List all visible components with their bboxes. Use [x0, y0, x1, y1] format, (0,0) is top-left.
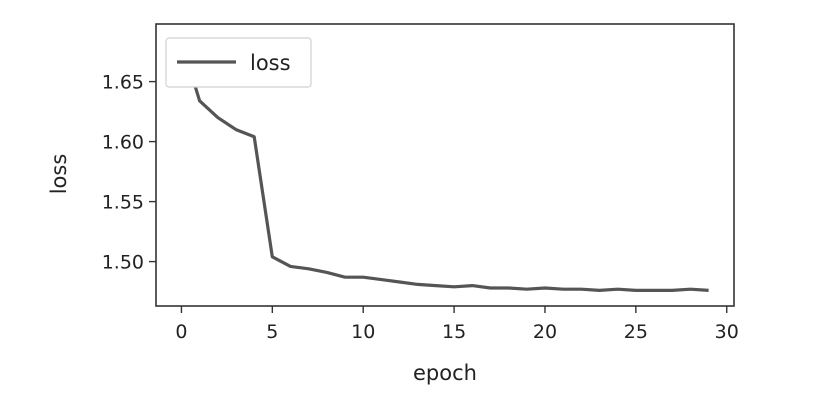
x-tick-label: 10	[351, 321, 375, 343]
x-axis-label: epoch	[413, 361, 477, 385]
legend: loss	[165, 37, 312, 88]
x-tick-label: 0	[175, 321, 187, 343]
y-tick-label: 1.65	[102, 72, 144, 94]
y-tick-label: 1.55	[102, 192, 144, 214]
x-tick-label: 5	[266, 321, 278, 343]
x-tick-label: 15	[442, 321, 466, 343]
legend-box	[165, 37, 312, 88]
x-tick-label: 20	[533, 321, 557, 343]
x-tick-label: 25	[624, 321, 648, 343]
loss-series-line	[179, 40, 709, 292]
x-tick-label: 30	[715, 321, 739, 343]
y-axis: 1.50 1.55 1.60 1.65	[102, 72, 156, 274]
legend-label: loss	[250, 51, 291, 75]
y-axis-label: loss	[47, 154, 71, 195]
x-axis: 0 5 10 15 20 25 30	[175, 306, 739, 343]
y-tick-label: 1.60	[102, 132, 144, 154]
y-tick-label: 1.50	[102, 252, 144, 274]
